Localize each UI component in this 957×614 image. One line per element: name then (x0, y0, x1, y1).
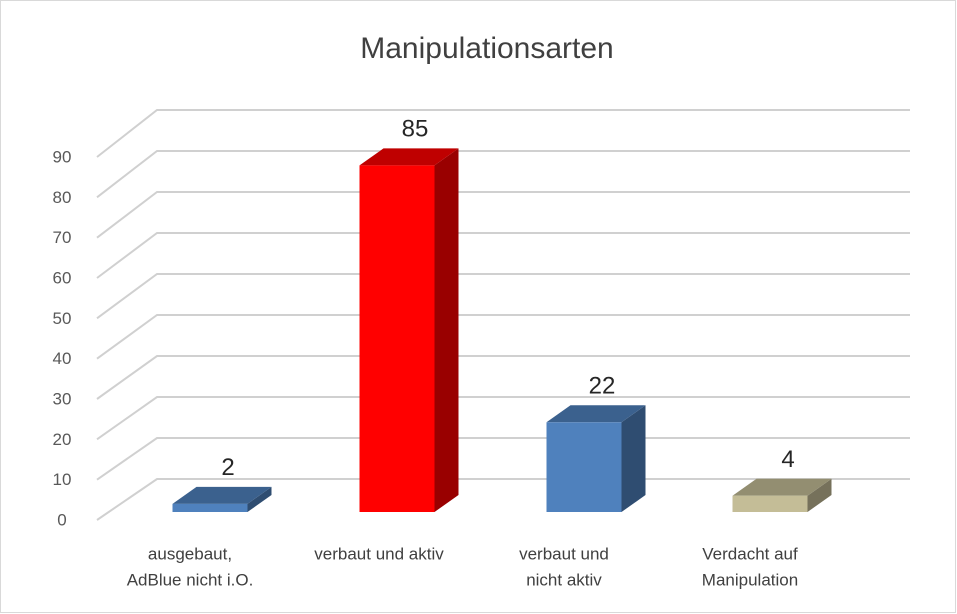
y-tick-label: 80 (53, 188, 72, 207)
grid-line (96, 150, 910, 199)
y-tick-label: 50 (53, 309, 72, 328)
bar-top (546, 405, 646, 423)
grid-line (96, 355, 910, 400)
x-tick-label: Verdacht auf (702, 544, 798, 563)
bar-front (732, 495, 808, 512)
value-label: 4 (781, 446, 794, 473)
bar (172, 486, 272, 512)
grid-line (96, 191, 910, 239)
grid-line (96, 478, 910, 521)
bar (546, 405, 646, 512)
bar-top (172, 486, 272, 504)
y-tick-label: 90 (53, 147, 72, 166)
value-label: 85 (402, 116, 429, 143)
y-tick-label: 30 (53, 389, 72, 408)
bar-front (359, 165, 435, 512)
y-tick-label: 70 (53, 228, 72, 247)
x-tick-label: Manipulation (702, 570, 798, 589)
bar-side (807, 478, 832, 512)
value-label: 22 (589, 373, 616, 400)
y-tick-label: 40 (53, 349, 72, 368)
grid-line (96, 314, 910, 360)
x-tick-label: verbaut und (519, 544, 609, 563)
x-tick-label: nicht aktiv (526, 570, 602, 589)
y-tick-label: 0 (57, 510, 66, 529)
bar-top (732, 478, 832, 496)
bar-front (546, 422, 622, 512)
x-tick-label: verbaut und aktiv (314, 544, 444, 563)
bar-side (621, 405, 646, 512)
y-tick-label: 10 (53, 470, 72, 489)
grid-line (96, 396, 910, 441)
x-tick-label: ausgebaut, (148, 544, 232, 563)
bar-top (359, 148, 459, 166)
y-tick-label: 60 (53, 268, 72, 287)
x-tick-label: AdBlue nicht i.O. (127, 570, 254, 589)
grid-line (96, 437, 910, 481)
bar-side (434, 148, 459, 512)
y-tick-label: 20 (53, 430, 72, 449)
grid-line (96, 273, 910, 320)
bar-side (247, 486, 272, 512)
grid-line (96, 109, 910, 158)
bar (359, 148, 459, 512)
chart-title: Manipulationsarten (360, 32, 614, 65)
value-label: 2 (221, 454, 234, 481)
grid-line (96, 232, 910, 279)
bar (732, 478, 832, 512)
bar-front (172, 503, 248, 512)
